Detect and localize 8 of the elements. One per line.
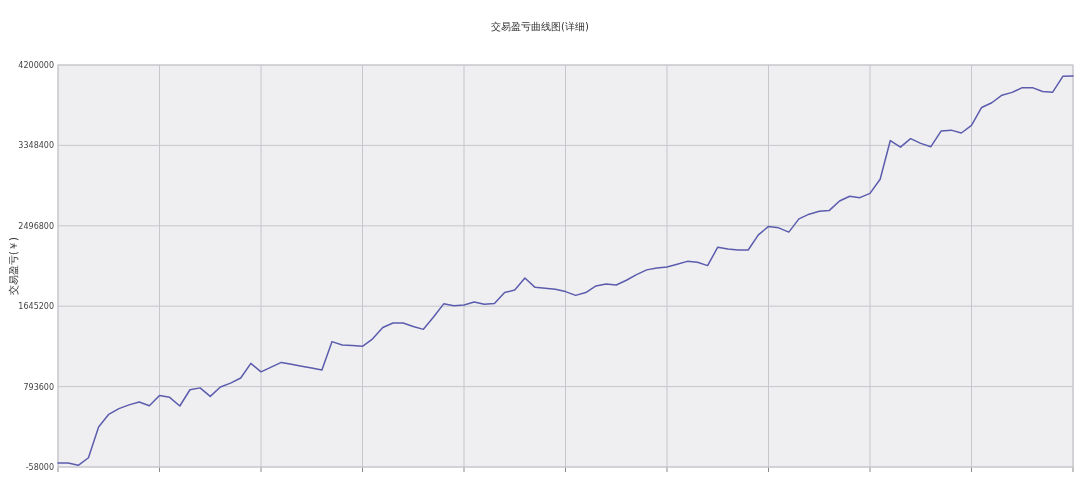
y-tick-label: 1645200 (18, 302, 54, 312)
y-tick-label: -58000 (25, 463, 54, 472)
y-tick-label: 4200000 (18, 61, 54, 70)
y-tick-label: 793600 (23, 382, 54, 392)
y-tick-label: 2496800 (18, 221, 54, 231)
y-axis-title: 交易盈亏(￥) (8, 237, 19, 295)
y-tick-label: 3348400 (18, 141, 54, 151)
chart-title: 交易盈亏曲线图(详细) (491, 21, 589, 32)
